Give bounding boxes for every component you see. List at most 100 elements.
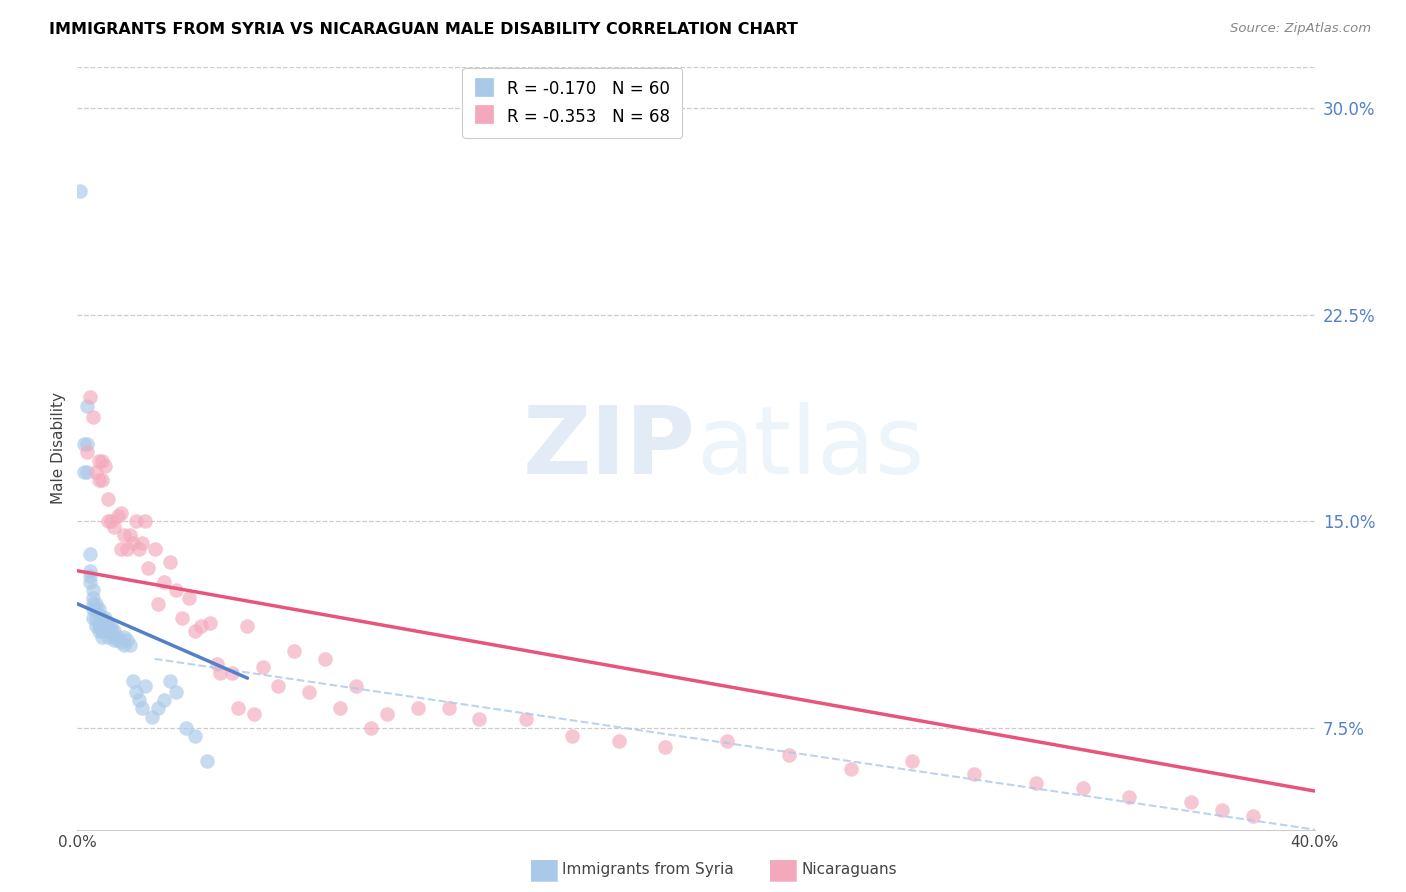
- Point: [110, 506, 132, 520]
- Point: [134, 679, 156, 693]
- Point: [1180, 795, 1202, 809]
- Point: [107, 630, 129, 644]
- Point: [561, 729, 583, 743]
- Point: [107, 632, 129, 647]
- Point: [131, 536, 153, 550]
- Point: [76, 437, 98, 451]
- Point: [143, 541, 166, 556]
- Point: [138, 561, 160, 575]
- Point: [72, 465, 94, 479]
- Text: ZIP: ZIP: [523, 402, 696, 494]
- Point: [131, 701, 153, 715]
- Point: [165, 685, 187, 699]
- Point: [141, 709, 163, 723]
- Point: [103, 632, 125, 647]
- Point: [103, 630, 125, 644]
- Text: Immigrants from Syria: Immigrants from Syria: [562, 863, 734, 877]
- Point: [283, 643, 305, 657]
- Point: [84, 597, 107, 611]
- Point: [159, 673, 181, 688]
- Point: [134, 514, 156, 528]
- Point: [654, 739, 676, 754]
- Point: [118, 528, 141, 542]
- Point: [97, 630, 120, 644]
- Point: [153, 574, 176, 589]
- Point: [91, 630, 114, 644]
- Point: [84, 602, 107, 616]
- Point: [242, 706, 264, 721]
- Point: [94, 624, 117, 639]
- Point: [515, 713, 537, 727]
- Point: [103, 624, 125, 639]
- Point: [190, 619, 212, 633]
- Point: [122, 536, 145, 550]
- Point: [174, 721, 197, 735]
- Point: [184, 729, 207, 743]
- Point: [76, 465, 98, 479]
- Point: [94, 459, 117, 474]
- Point: [91, 453, 114, 467]
- Point: [76, 445, 98, 459]
- Point: [100, 619, 122, 633]
- Point: [79, 564, 101, 578]
- Point: [97, 492, 120, 507]
- Point: [115, 541, 138, 556]
- Point: [1025, 776, 1047, 790]
- Point: [122, 673, 145, 688]
- Point: [252, 660, 274, 674]
- Point: [118, 638, 141, 652]
- Point: [69, 184, 91, 198]
- Point: [1211, 803, 1233, 817]
- Text: atlas: atlas: [696, 402, 924, 494]
- Point: [778, 748, 800, 763]
- Point: [314, 652, 336, 666]
- Point: [97, 619, 120, 633]
- Point: [97, 624, 120, 639]
- Point: [79, 390, 101, 404]
- Point: [125, 514, 148, 528]
- Point: [87, 616, 110, 631]
- Point: [146, 597, 169, 611]
- Point: [1241, 809, 1264, 823]
- Point: [221, 665, 243, 680]
- Text: Source: ZipAtlas.com: Source: ZipAtlas.com: [1230, 22, 1371, 36]
- Point: [87, 473, 110, 487]
- Text: IMMIGRANTS FROM SYRIA VS NICARAGUAN MALE DISABILITY CORRELATION CHART: IMMIGRANTS FROM SYRIA VS NICARAGUAN MALE…: [49, 22, 799, 37]
- Point: [177, 591, 200, 606]
- Point: [226, 701, 249, 715]
- Point: [112, 638, 135, 652]
- Point: [82, 602, 104, 616]
- Point: [79, 574, 101, 589]
- Point: [112, 528, 135, 542]
- Point: [298, 685, 321, 699]
- Point: [128, 693, 150, 707]
- Text: Nicaraguans: Nicaraguans: [801, 863, 897, 877]
- Point: [84, 619, 107, 633]
- Point: [208, 665, 231, 680]
- Point: [91, 473, 114, 487]
- Point: [901, 754, 924, 768]
- Point: [110, 635, 132, 649]
- Point: [184, 624, 207, 639]
- Point: [172, 610, 194, 624]
- Point: [1118, 789, 1140, 804]
- Point: [200, 616, 222, 631]
- Point: [360, 721, 382, 735]
- Point: [87, 607, 110, 622]
- Point: [236, 619, 259, 633]
- Point: [87, 602, 110, 616]
- Point: [115, 632, 138, 647]
- Point: [1071, 781, 1094, 796]
- Point: [146, 701, 169, 715]
- Point: [84, 465, 107, 479]
- Point: [406, 701, 429, 715]
- Point: [100, 514, 122, 528]
- Point: [329, 701, 352, 715]
- Point: [205, 657, 228, 672]
- Point: [107, 508, 129, 523]
- Point: [76, 399, 98, 413]
- Point: [110, 541, 132, 556]
- Point: [87, 624, 110, 639]
- Point: [153, 693, 176, 707]
- Point: [79, 547, 101, 561]
